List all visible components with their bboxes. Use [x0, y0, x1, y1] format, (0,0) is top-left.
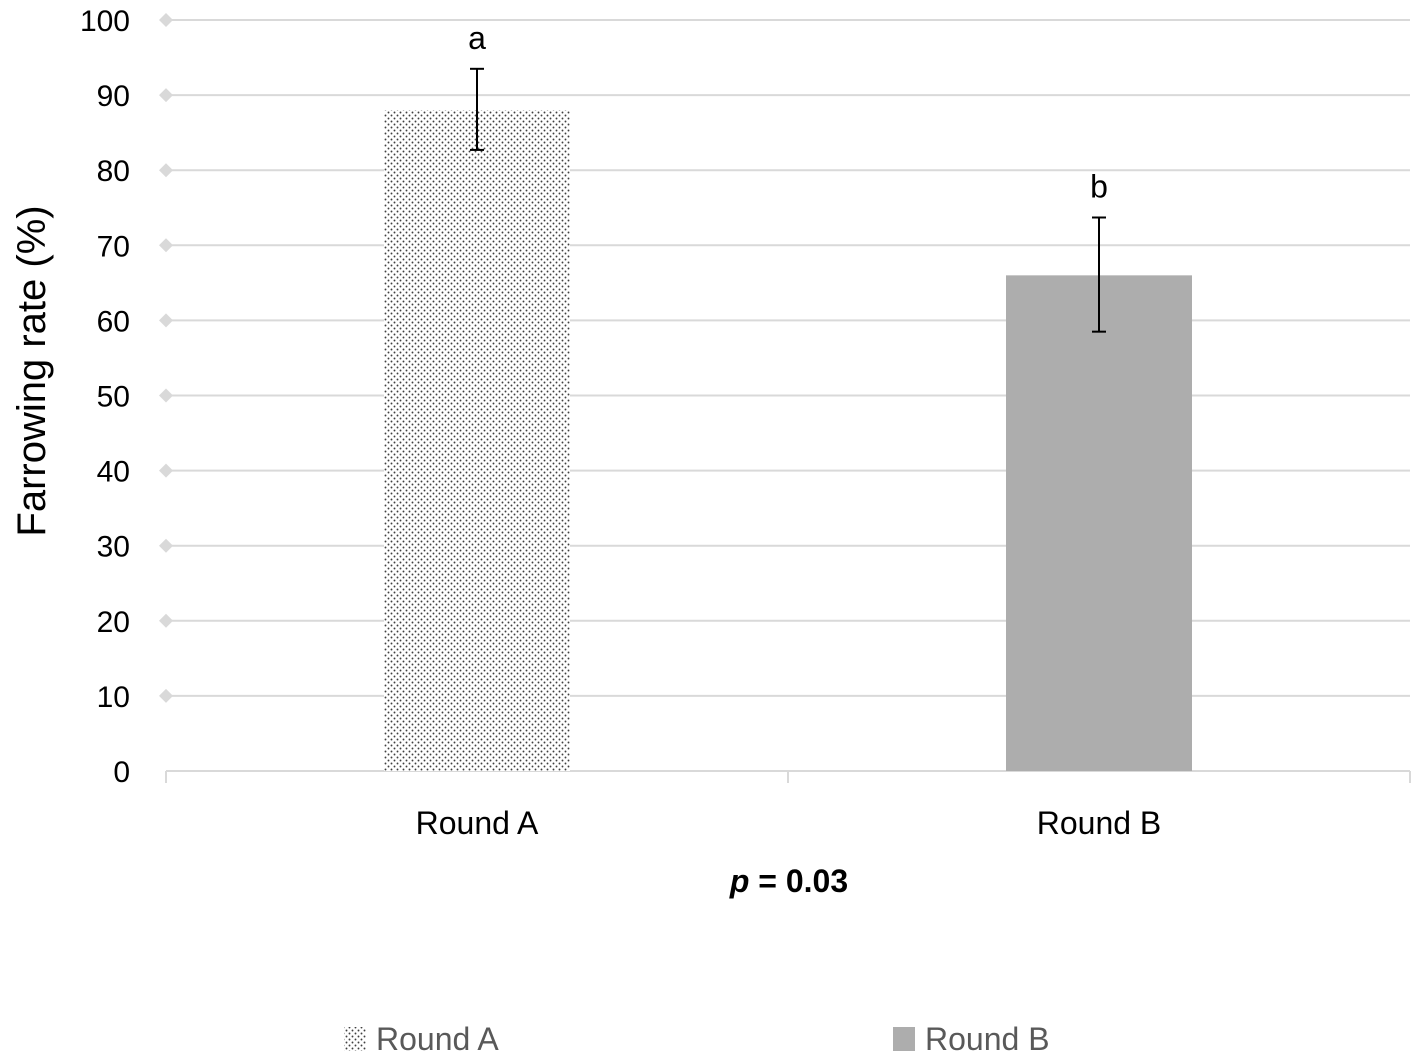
significance-labels: ab	[468, 20, 1108, 205]
y-tick-marker	[159, 463, 173, 478]
category-label: Round A	[416, 805, 539, 841]
y-tick-label: 80	[97, 155, 130, 188]
y-tick-label: 30	[97, 531, 130, 564]
y-tick-label: 20	[97, 606, 130, 639]
y-tick-marker	[159, 313, 173, 328]
bar-round-b	[1006, 275, 1192, 771]
y-tick-label: 70	[97, 230, 130, 263]
bar-round-a	[384, 110, 570, 772]
error-bar	[470, 67, 484, 151]
y-tick-marker	[159, 163, 173, 178]
y-tick-marker	[159, 238, 173, 253]
category-labels: Round A Round B	[416, 805, 1162, 841]
y-tick-marker	[159, 13, 173, 27]
p-value-symbol: p	[729, 863, 750, 899]
grid-lines	[159, 13, 1411, 783]
legend-label: Round A	[376, 1021, 499, 1057]
y-tick-label: 50	[97, 381, 130, 414]
p-value-note: p = 0.03	[729, 863, 848, 899]
y-tick-label: 10	[97, 681, 130, 714]
y-tick-label: 90	[97, 80, 130, 113]
legend-swatch	[893, 1027, 915, 1051]
y-tick-labels: 0 10 20 30 40 50 60 70 80 90 100	[80, 5, 130, 789]
y-tick-marker	[159, 88, 173, 103]
y-tick-marker	[159, 613, 173, 628]
legend-swatch	[344, 1027, 366, 1051]
y-tick-label: 0	[113, 756, 130, 789]
y-tick-label: 100	[80, 5, 130, 38]
p-value-text: = 0.03	[749, 863, 848, 899]
y-tick-label: 60	[97, 305, 130, 338]
y-tick-label: 40	[97, 456, 130, 489]
legend: Round A Round B	[344, 1021, 1050, 1057]
significance-label: a	[468, 20, 486, 56]
y-axis-label: Farrowing rate (%)	[10, 205, 54, 536]
legend-label: Round B	[925, 1021, 1050, 1057]
error-bars	[470, 67, 1106, 333]
bars	[384, 110, 1192, 772]
error-bar	[1092, 216, 1106, 333]
y-tick-marker	[159, 388, 173, 403]
y-tick-marker	[159, 688, 173, 703]
y-tick-marker	[159, 538, 173, 553]
significance-label: b	[1090, 169, 1108, 205]
category-label: Round B	[1037, 805, 1162, 841]
